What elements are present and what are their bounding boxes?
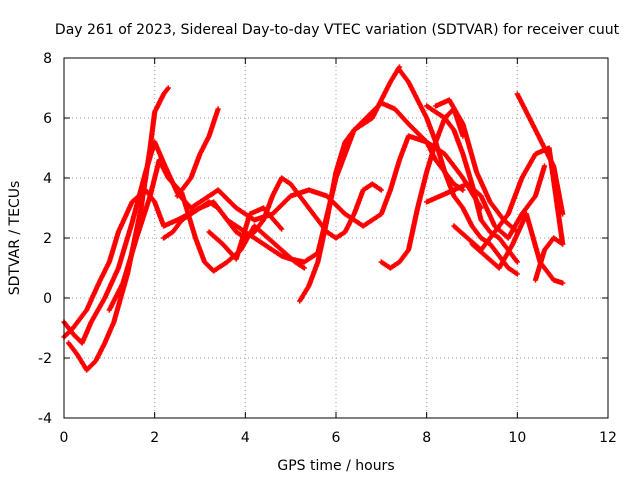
data-points	[61, 64, 566, 373]
y-tick-label: 4	[43, 171, 52, 187]
y-axis-label: SDTVAR / TECUs	[7, 181, 23, 296]
x-tick-label: 6	[332, 430, 341, 446]
series-sat-q	[433, 97, 520, 235]
series-sat-k	[424, 163, 548, 241]
x-tick-label: 0	[60, 430, 69, 446]
plus-markers	[206, 205, 285, 262]
series-sat-o	[532, 235, 566, 283]
plus-markers	[297, 64, 403, 304]
plus-markers	[514, 91, 566, 217]
x-axis-label: GPS time / hours	[277, 458, 394, 474]
x-tick-label: 12	[599, 430, 617, 446]
y-tick-label: 0	[43, 291, 52, 307]
series-sat-h	[297, 64, 403, 304]
chart-title: Day 261 of 2023, Sidereal Day-to-day VTE…	[55, 22, 620, 38]
series-sat-m	[469, 211, 566, 286]
series-sat-p	[424, 103, 520, 265]
series-sat-f	[174, 106, 221, 199]
y-tick-label: 6	[43, 111, 52, 127]
x-tick-label: 2	[150, 430, 159, 446]
y-tick-label: -4	[38, 411, 52, 427]
x-tick-label: 8	[422, 430, 431, 446]
plus-markers	[106, 157, 307, 313]
series-sat-g	[206, 205, 285, 262]
y-tick-label: 2	[43, 231, 52, 247]
y-tick-label: 8	[43, 51, 52, 67]
x-tick-label: 4	[241, 430, 250, 446]
series-sat-e	[106, 157, 307, 313]
plus-markers	[424, 103, 520, 265]
plus-markers	[469, 211, 566, 286]
y-tick-label: -2	[38, 351, 52, 367]
plus-markers	[433, 97, 520, 235]
series-sat-n	[514, 91, 566, 217]
plus-markers	[424, 163, 548, 241]
axis-ticks: 0 2 4 6 8 10 12 -4 -2 0 2 4 6 8	[38, 51, 617, 446]
plus-markers	[532, 235, 566, 283]
plus-markers	[174, 106, 221, 199]
x-tick-label: 10	[508, 430, 526, 446]
